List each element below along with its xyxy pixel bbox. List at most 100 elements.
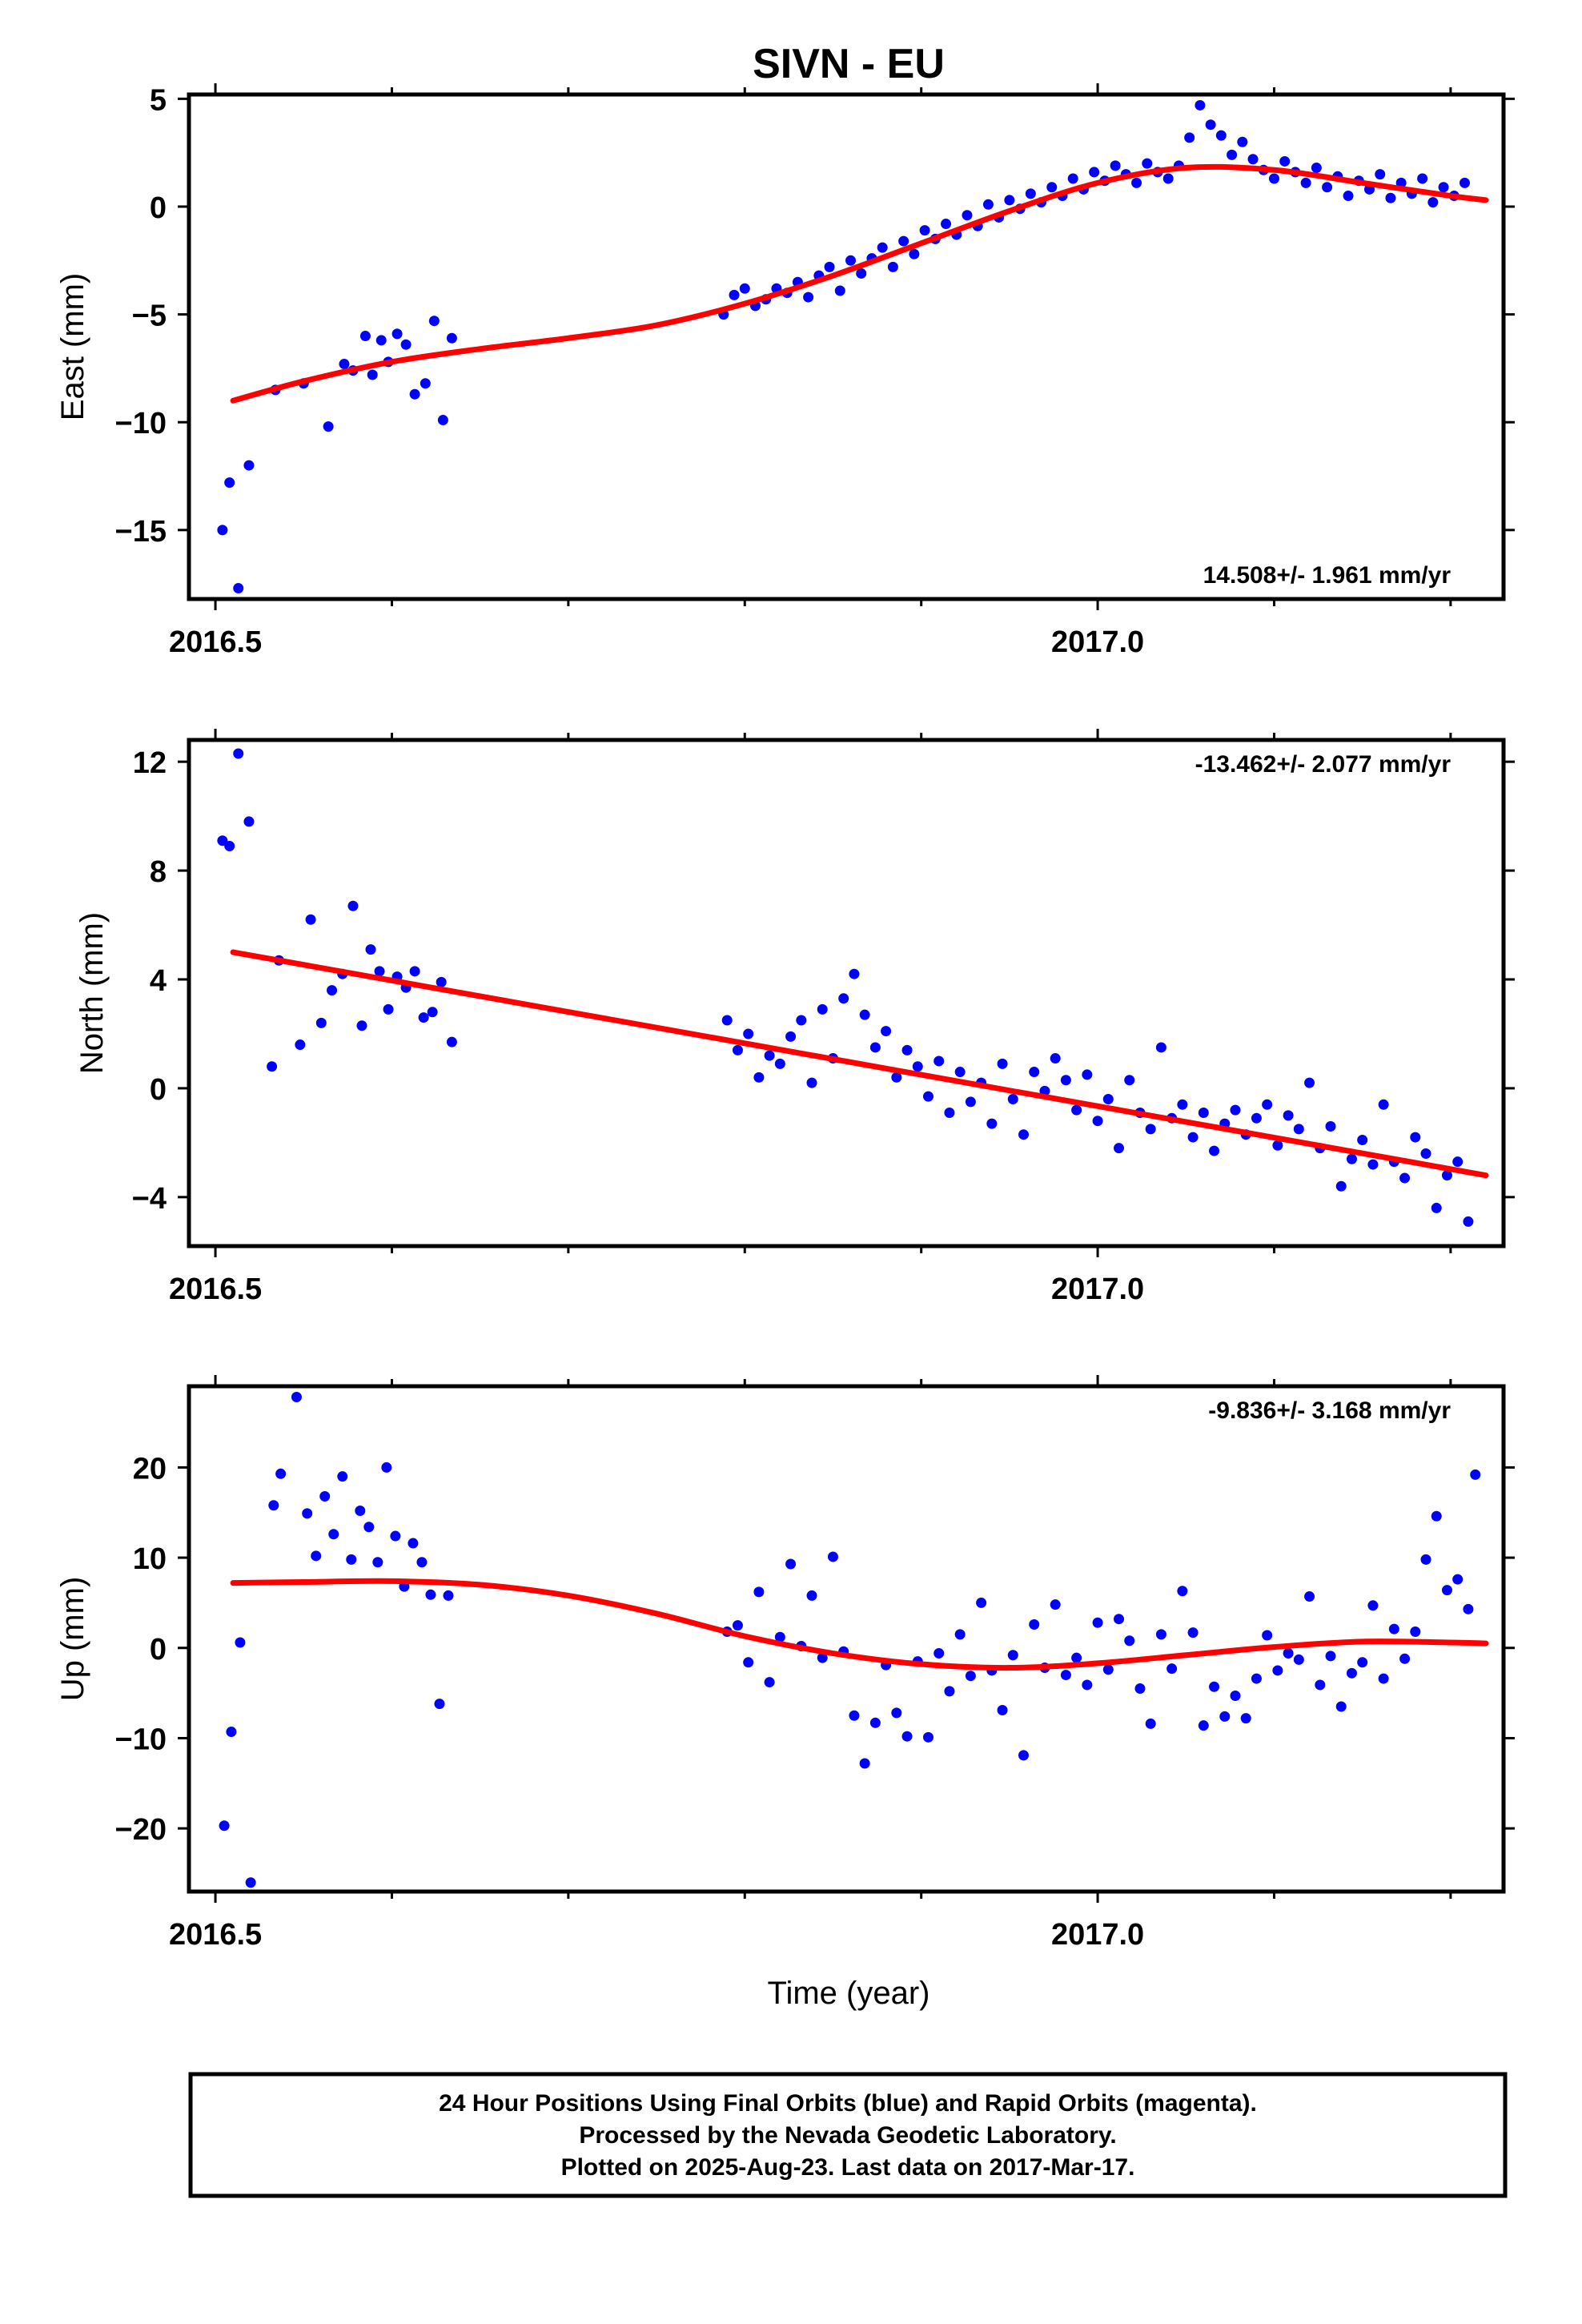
east-data-point [1046, 182, 1058, 193]
north-data-point [1367, 1159, 1379, 1170]
east-data-point [856, 267, 867, 279]
north-data-point [1209, 1145, 1220, 1156]
up-data-point [869, 1717, 881, 1728]
up-y-tick-label: 20 [133, 1452, 167, 1486]
east-data-point [1227, 149, 1238, 160]
north-data-point [1357, 1134, 1368, 1145]
north-data-point [1304, 1077, 1315, 1088]
up-data-point [363, 1522, 375, 1533]
north-data-point [1399, 1172, 1411, 1184]
north-data-point [1230, 1104, 1241, 1116]
east-data-point [1162, 173, 1174, 184]
up-data-point [1335, 1701, 1347, 1712]
up-data-point [337, 1471, 348, 1482]
up-y-tick-label: 10 [133, 1542, 167, 1576]
east-data-point [437, 415, 448, 426]
north-data-point [1018, 1129, 1030, 1140]
north-data-point [912, 1061, 923, 1072]
east-plot-frame [187, 92, 1506, 601]
up-y-axis-label: Up (mm) [55, 1577, 90, 1702]
up-data-point [1399, 1653, 1411, 1664]
up-data-point [1177, 1586, 1188, 1597]
east-data-point [243, 460, 255, 471]
east-data-point [1375, 169, 1386, 180]
north-data-point [1060, 1075, 1071, 1086]
up-data-point [1378, 1673, 1389, 1684]
north-data-point [1092, 1116, 1103, 1127]
north-data [217, 748, 1489, 1227]
north-data-point [1293, 1124, 1304, 1135]
east-data-point [877, 242, 888, 253]
up-data-point [1060, 1670, 1071, 1681]
up-data-point [1420, 1554, 1431, 1565]
north-data-point [891, 1072, 902, 1083]
up-data-point [226, 1727, 237, 1738]
up-data-point [275, 1468, 287, 1479]
up-data-point [1155, 1629, 1166, 1640]
up-data-point [302, 1508, 313, 1519]
north-data-point [409, 966, 420, 977]
north-data-point [1177, 1099, 1188, 1110]
east-data-point [1279, 155, 1291, 167]
east-data-point [1268, 173, 1279, 184]
up-data-point [346, 1554, 357, 1565]
north-data-point [881, 1026, 892, 1037]
up-data-point [901, 1731, 913, 1742]
up-data-point [1463, 1603, 1474, 1614]
east-data-point [803, 292, 814, 303]
north-y-tick-label: 4 [150, 964, 167, 998]
east-data-point [982, 199, 994, 210]
up-data-point [954, 1629, 966, 1640]
north-data-point [721, 1015, 733, 1026]
up-y-tick-label: 0 [150, 1633, 167, 1667]
east-data-point [898, 235, 909, 247]
north-data-point [427, 1007, 438, 1018]
east-data-point [323, 421, 334, 432]
north-data-point [1187, 1132, 1199, 1143]
east-data-point [845, 255, 857, 266]
up-data-point [328, 1529, 339, 1540]
east-data-point [224, 477, 235, 489]
up-data-point [1325, 1651, 1336, 1662]
north-y-tick-label: 0 [150, 1073, 167, 1107]
up-data-point [1145, 1718, 1156, 1729]
up-data-point [934, 1648, 945, 1659]
figure-title: SIVN - EU [753, 41, 945, 87]
north-data-point [944, 1108, 955, 1119]
north-y-tick-label: 12 [133, 746, 167, 780]
up-data-point [1230, 1690, 1241, 1701]
east-data-point [367, 369, 378, 380]
east-data-point [217, 525, 228, 536]
footer-line-3: Plotted on 2025-Aug-23. Last data on 201… [561, 2154, 1135, 2181]
up-data-point [434, 1699, 445, 1710]
east-data-point [824, 261, 835, 272]
north-data-point [1155, 1042, 1166, 1053]
east-data-point [409, 388, 420, 400]
north-plot-frame [187, 738, 1506, 1248]
up-data-point [355, 1505, 366, 1516]
up-data-point [1114, 1614, 1125, 1625]
up-data-point [390, 1530, 401, 1542]
north-data-point [1272, 1140, 1283, 1151]
up-data-point [849, 1710, 860, 1721]
north-data-point [436, 976, 447, 987]
up-data-point [1209, 1681, 1220, 1692]
up-data-point [1124, 1635, 1135, 1647]
up-data-point [319, 1490, 331, 1502]
up-data-point [1092, 1617, 1103, 1628]
north-data-point [901, 1044, 913, 1055]
north-data-point [347, 900, 359, 911]
up-data-point [764, 1677, 775, 1688]
up-data-point [732, 1620, 743, 1631]
north-fit-line [230, 949, 1489, 1179]
up-x-tick-label: 2016.5 [169, 1918, 262, 1952]
up-data-point [806, 1590, 817, 1601]
north-data-point [732, 1044, 743, 1055]
north-data-point [753, 1072, 765, 1083]
north-data-point [315, 1017, 327, 1028]
north-data-point [934, 1055, 945, 1067]
up-data-point [976, 1597, 987, 1608]
east-data-point [1131, 177, 1142, 188]
east-data-point [446, 332, 457, 344]
